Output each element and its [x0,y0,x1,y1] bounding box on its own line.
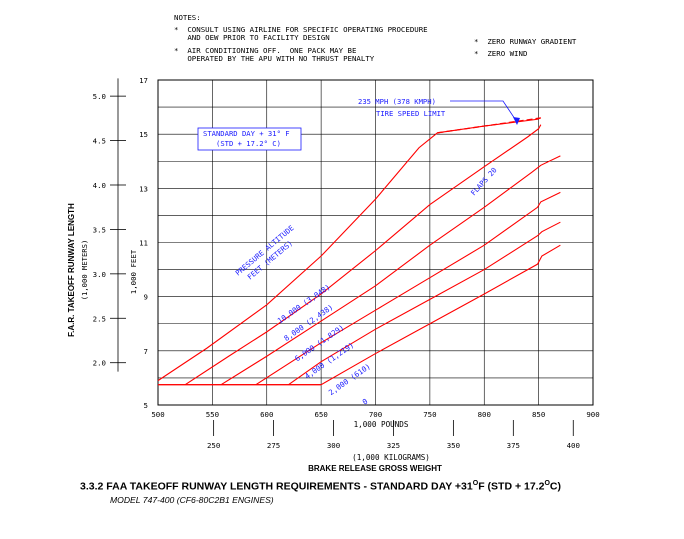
meter-tick-label: 2.5 [93,314,106,323]
x-tick-label: 650 [314,410,327,419]
x-axis-label-bottom: BRAKE RELEASE GROSS WEIGHT [308,464,442,473]
y-tick-label: 9 [144,293,148,302]
meter-tick-label: 5.0 [93,92,106,101]
meter-tick-label: 3.5 [93,225,106,234]
degree-symbol: O [472,480,479,487]
curve-label: 2,000 (610) [327,362,372,397]
tire-speed-label: 235 MPH (378 KMPH) [358,97,436,106]
x-axis-label: 1,000 POUNDS [354,420,409,429]
x-tick-label: 750 [423,410,436,419]
x-tick-label: 550 [206,410,219,419]
x-tick-label: 800 [478,410,491,419]
meter-tick-label: 4.5 [93,137,106,146]
y-tick-label: 13 [139,184,148,193]
pressure-altitude-curve [184,124,542,386]
kg-tick-label: 375 [507,441,520,450]
x-tick-label: 900 [586,410,599,419]
y-tick-label: 7 [144,347,148,356]
y-axis-label-meters: (1,000 METERS) [80,240,89,301]
note-line: AND OEW PRIOR TO FACILITY DESIGN [174,33,330,42]
x-tick-label: 700 [369,410,382,419]
figure-subtitle: MODEL 747-400 (CF6-80C2B1 ENGINES) [110,495,274,505]
x-axis-kilograms: 250 275 300 325 350 375 400 [207,420,580,450]
meter-tick-label: 3.0 [93,270,106,279]
x-axis-label-kg: (1,000 KILOGRAMS) [352,453,430,462]
note-right: * ZERO RUNWAY GRADIENT [474,37,577,46]
y-axis-label-secondary: F.A.R. TAKEOFF RUNWAY LENGTH [67,203,76,337]
y-axis-meters: 2.0 2.5 3.0 3.5 4.0 4.5 5.0 [93,78,126,372]
flaps-label: FLAPS 20 [469,166,499,198]
caption-middle: F (STD + 17.2 [478,480,545,493]
caption-prefix: 3.3.2 FAA TAKEOFF RUNWAY LENGTH REQUIREM… [80,480,473,493]
plot-frame [157,79,594,406]
x-axis-pounds: 500 550 600 650 700 750 800 850 900 [151,410,599,419]
tire-speed-label: TIRE SPEED LIMIT [376,109,446,118]
meter-tick-label: 2.0 [93,359,106,368]
notes-heading: NOTES: [174,13,201,22]
standard-day-box [197,127,302,151]
kg-tick-label: 325 [387,441,400,450]
note-line: * AIR CONDITIONING OFF. ONE PACK MAY BE [174,46,356,55]
x-tick-label: 600 [260,410,273,419]
note-line: OPERATED BY THE APU WITH NO THRUST PENAL… [174,54,375,63]
x-tick-label: 500 [151,410,164,419]
figure-caption: 3.3.2 FAA TAKEOFF RUNWAY LENGTH REQUIREM… [80,480,561,493]
pressure-altitude-curve [158,244,561,386]
pressure-altitude-curve [255,191,561,386]
curve-labels: 10,000 (3,048)8,000 (2,438)6,000 (1,829)… [276,282,372,406]
degree-symbol: O [544,480,550,487]
caption-suffix: C) [549,480,561,493]
note-right: * ZERO WIND [474,49,527,58]
y-tick-label: 17 [139,76,148,85]
curve-label: 0 [361,397,370,407]
tire-speed-leader [450,100,518,123]
meter-tick-label: 4.0 [93,181,106,190]
pressure-altitude-curve [288,221,561,386]
kg-tick-label: 300 [327,441,340,450]
kg-tick-label: 275 [267,441,280,450]
chart-grid [158,80,593,405]
kg-tick-label: 400 [567,441,580,450]
standard-day-label: (STD + 17.2° C) [216,139,281,148]
y-tick-label: 5 [144,401,148,410]
tire-speed-limit-line [437,117,541,134]
kg-tick-label: 350 [447,441,460,450]
pressure-altitude-curve [220,155,561,386]
kg-tick-label: 250 [207,441,220,450]
standard-day-label: STANDARD DAY + 31° F [203,129,290,138]
note-line: * CONSULT USING AIRLINE FOR SPECIFIC OPE… [174,25,428,34]
x-tick-label: 850 [532,410,545,419]
y-axis-feet: 5 7 9 11 13 15 17 [139,76,148,410]
tire-speed-arrow-icon [513,117,520,125]
y-tick-label: 11 [139,239,148,248]
y-axis-label: 1,000 FEET [129,249,138,294]
y-tick-label: 15 [139,130,148,139]
curves [157,117,561,386]
